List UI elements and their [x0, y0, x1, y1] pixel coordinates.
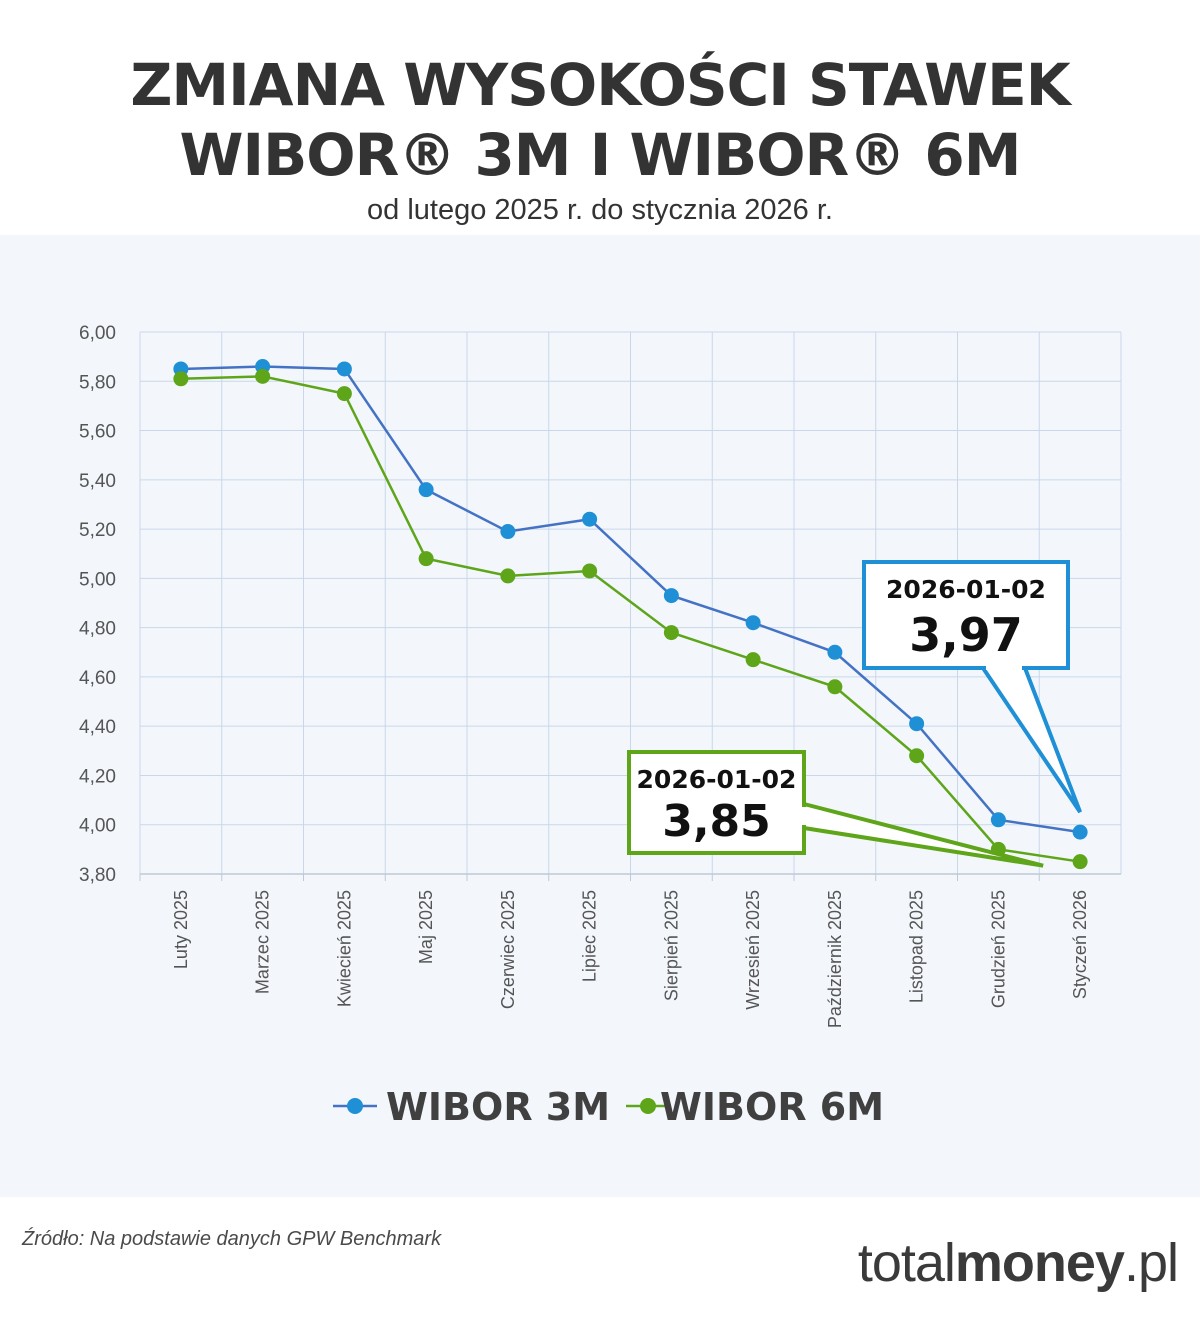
callout-2: 2026-01-023,85: [627, 750, 1044, 868]
callout-seam: [986, 664, 1022, 670]
data-point-series-2: [500, 568, 516, 584]
x-tick-label: Styczeń 2026: [1070, 890, 1090, 999]
chart-subtitle: od lutego 2025 r. do stycznia 2026 r.: [367, 194, 833, 226]
callout-value: 3,97: [909, 608, 1023, 662]
x-tick-label: Październik 2025: [825, 890, 845, 1028]
data-point-series-2: [418, 551, 434, 567]
y-tick-label: 4,40: [79, 717, 116, 738]
y-tick-label: 4,00: [79, 816, 116, 837]
data-point-series-1: [336, 361, 352, 377]
callout-box: [862, 560, 1070, 670]
legend-marker-2: [640, 1098, 656, 1114]
x-tick-label: Wrzesień 2025: [743, 890, 763, 1010]
chart-title-line-1: ZMIANA WYSOKOŚCI STAWEK: [130, 51, 1070, 119]
legend-marker-1: [347, 1098, 363, 1114]
chart-series-points: [173, 358, 1088, 870]
data-point-series-2: [745, 652, 761, 668]
callout-pointer: [979, 666, 1082, 814]
x-tick-label: Luty 2025: [171, 890, 191, 969]
callout-seam: [800, 807, 806, 825]
legend-label-2: WIBOR 6M: [660, 1085, 884, 1129]
x-tick-label: Lipiec 2025: [580, 890, 600, 982]
x-tick-label: Listopad 2025: [907, 890, 927, 1003]
data-point-series-1: [418, 482, 434, 498]
data-point-series-1: [663, 588, 679, 604]
y-tick-label: 5,00: [79, 569, 116, 590]
brand-logo-part-3: .pl: [1123, 1233, 1179, 1293]
y-tick-label: 6,00: [79, 323, 116, 344]
legend-label-1: WIBOR 3M: [386, 1085, 610, 1129]
data-point-series-2: [1072, 854, 1088, 870]
x-tick-label: Kwiecień 2025: [334, 890, 354, 1007]
callout-box: [627, 750, 806, 855]
chart-panel: [0, 235, 1200, 1197]
x-tick-label: Marzec 2025: [253, 890, 273, 994]
y-tick-label: 5,60: [79, 422, 116, 443]
data-point-series-2: [173, 371, 189, 387]
data-point-series-2: [827, 679, 843, 695]
y-tick-label: 5,80: [79, 372, 116, 393]
data-point-series-2: [336, 386, 352, 402]
data-point-series-1: [582, 511, 598, 527]
data-point-series-1: [909, 716, 925, 732]
data-point-series-1: [827, 644, 843, 660]
callout-1: 2026-01-02 3,97: [862, 560, 1082, 814]
brand-logo: totalmoney.pl: [857, 1228, 1179, 1298]
callout-date: 2026-01-02: [637, 765, 797, 794]
data-point-series-1: [990, 812, 1006, 828]
y-tick-label: 5,40: [79, 471, 116, 492]
chart-series-lines: [180, 365, 1081, 863]
data-point-series-1: [500, 524, 516, 540]
chart-title-line-2: WIBOR® 3M I WIBOR® 6M: [179, 121, 1022, 189]
data-point-series-2: [909, 748, 925, 764]
source-note: Źródło: Na podstawie danych GPW Benchmar…: [22, 1228, 442, 1250]
callout-pointer: [802, 801, 1044, 868]
y-tick-label: 4,80: [79, 619, 116, 640]
callout-value: 3,85: [662, 796, 771, 847]
callout-date: 2026-01-02: [886, 575, 1046, 604]
y-tick-label: 4,60: [79, 668, 116, 689]
data-point-series-2: [663, 625, 679, 641]
series-line-2: [180, 375, 1081, 863]
series-line-1: [180, 365, 1081, 834]
x-tick-label: Czerwiec 2025: [498, 890, 518, 1009]
chart-axes: 6,00 5,80 5,60 5,40 5,20 5,00 4,80 4,60 4,40 4,20…: [79, 323, 1121, 1028]
y-tick-label: 3,80: [79, 865, 116, 886]
data-point-series-1: [1072, 824, 1088, 840]
data-point-series-2: [255, 368, 271, 384]
x-tick-label: Grudzień 2025: [988, 890, 1008, 1008]
data-point-series-2: [582, 563, 598, 579]
x-tick-label: Sierpień 2025: [661, 890, 681, 1001]
chart-legend: WIBOR 3M WIBOR 6M: [333, 1085, 884, 1129]
y-tick-label: 4,20: [79, 766, 116, 787]
brand-logo-part-1: total: [857, 1233, 956, 1293]
x-tick-label: Maj 2025: [416, 890, 436, 964]
brand-logo-part-2: money: [954, 1233, 1125, 1293]
data-point-series-1: [745, 615, 761, 631]
y-tick-label: 5,20: [79, 520, 116, 541]
